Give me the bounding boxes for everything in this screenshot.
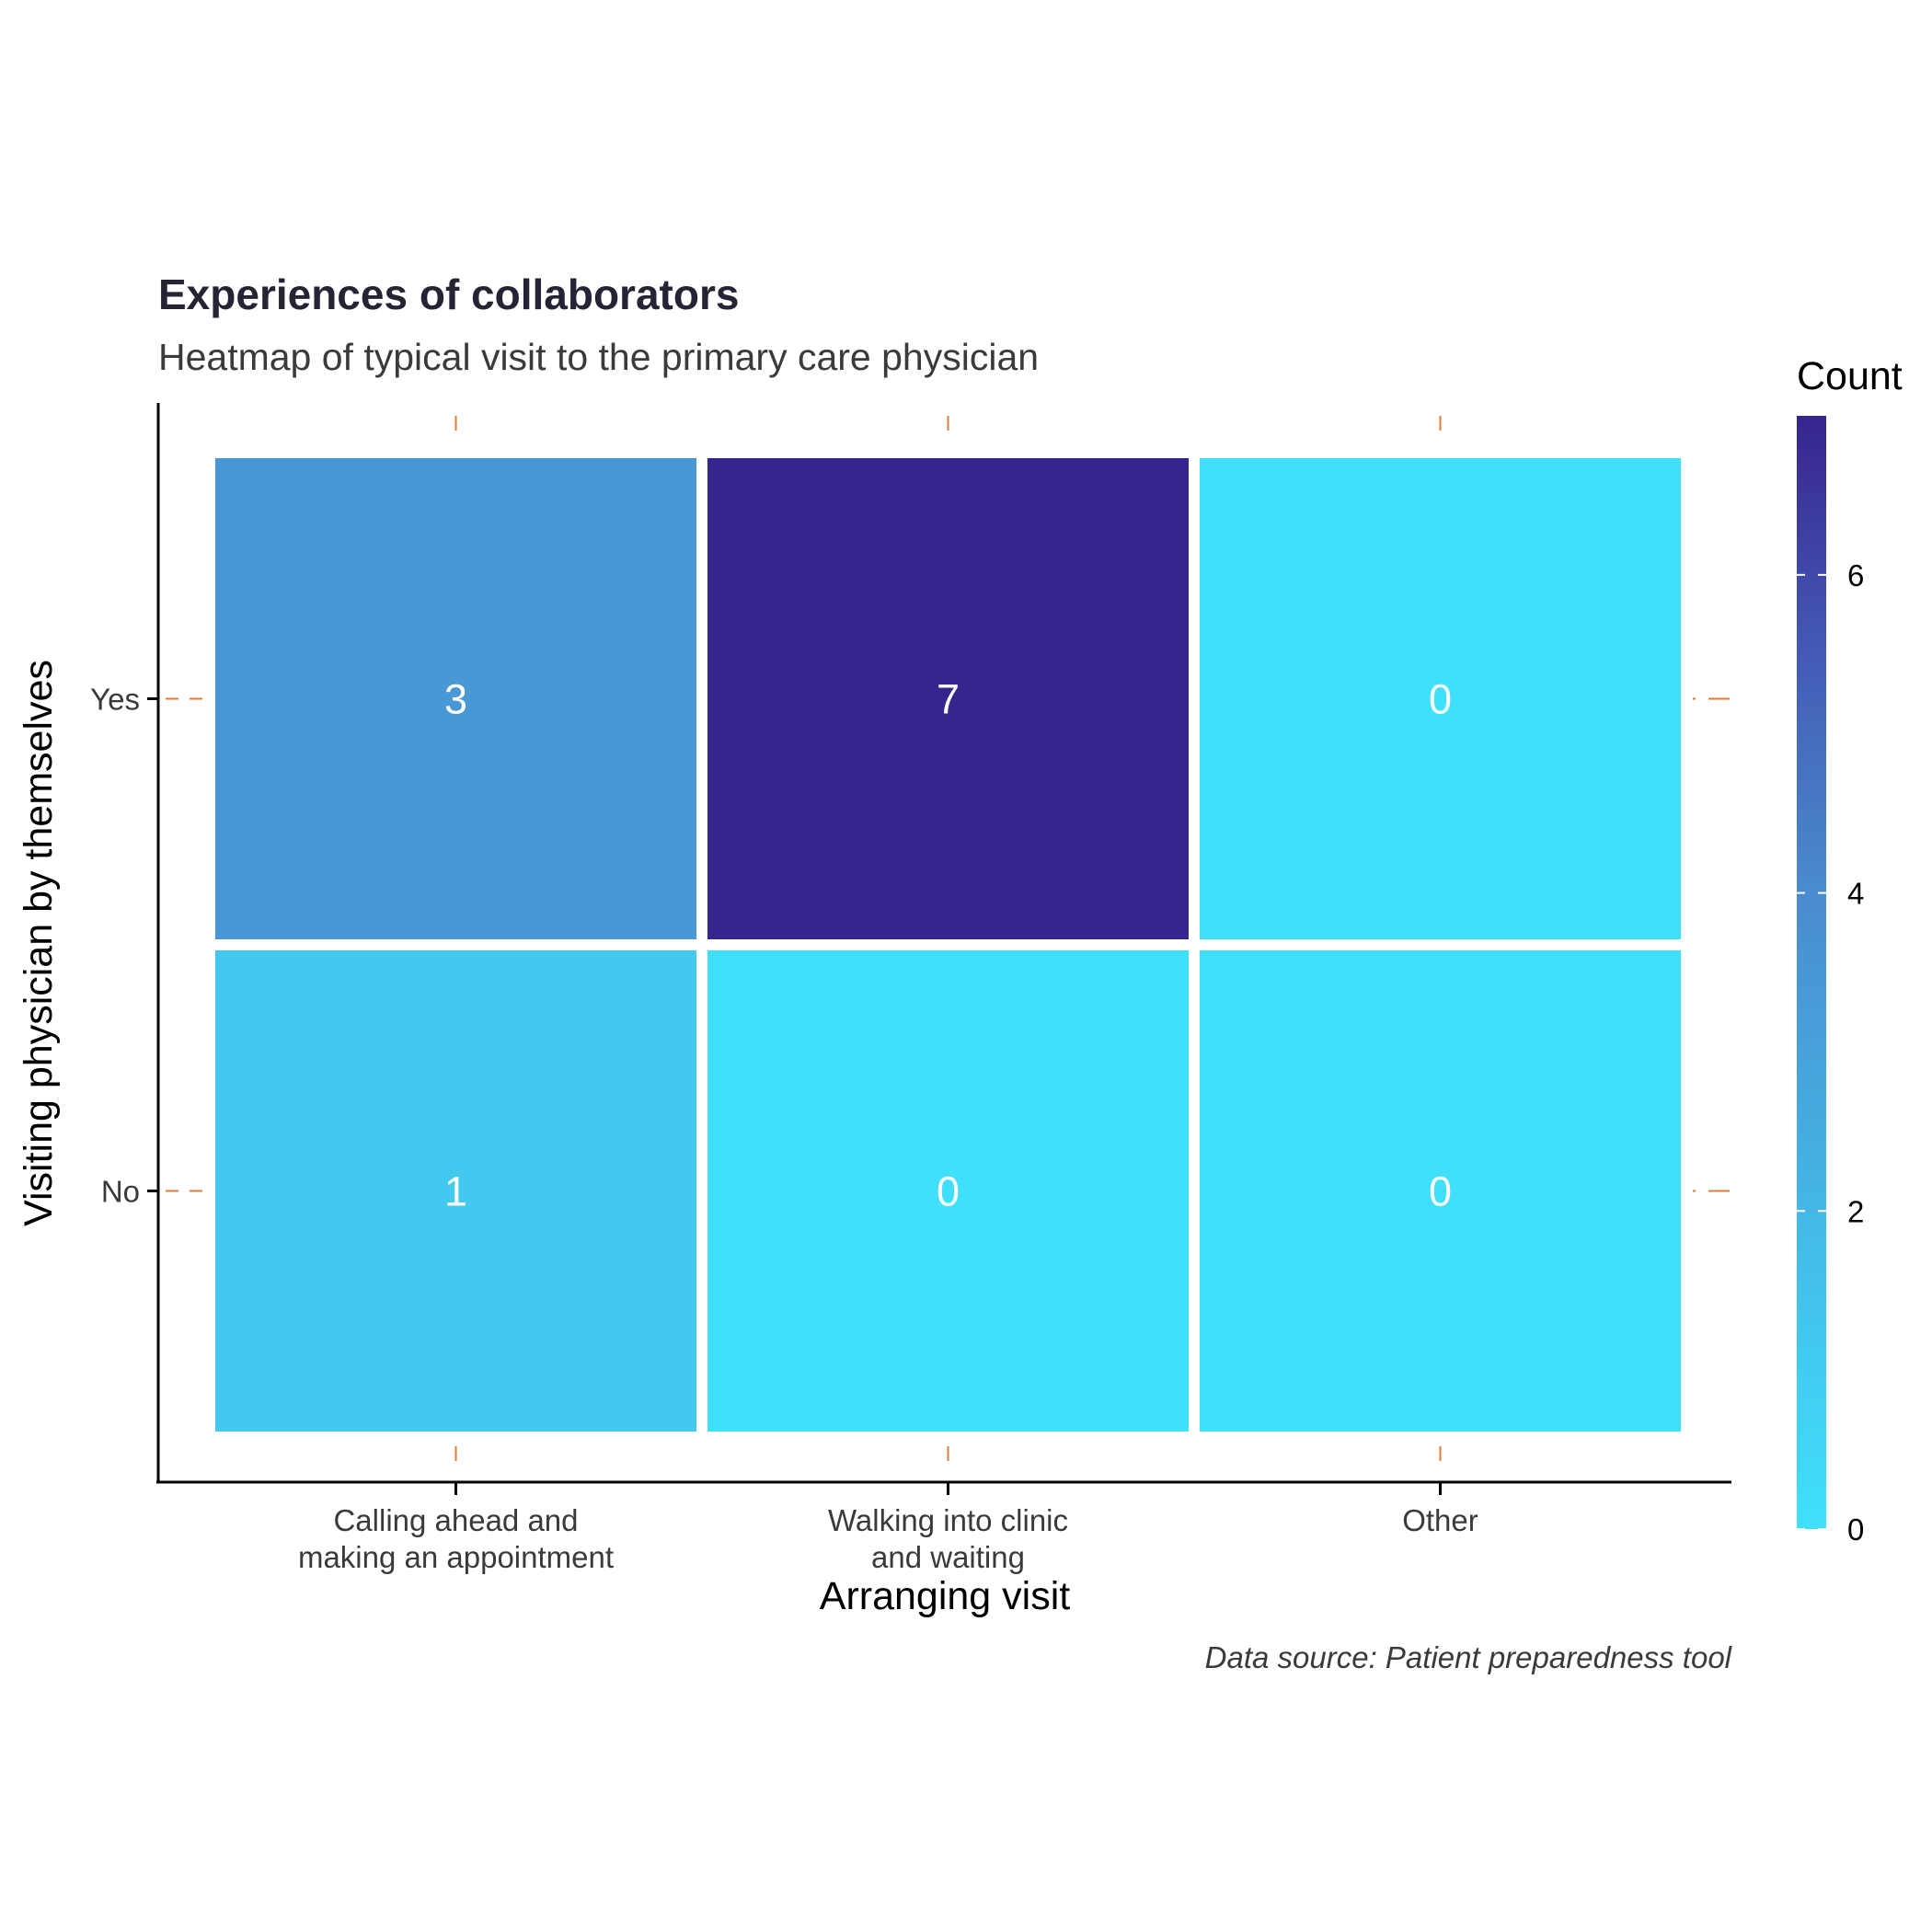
chart-subtitle: Heatmap of typical visit to the primary … <box>158 336 1039 378</box>
x-tick-label: Walking into clinic and waiting <box>828 1503 1068 1574</box>
cell-value-label: 7 <box>937 676 960 723</box>
heatmap-cell <box>1200 458 1681 939</box>
y-tick-label: Yes <box>90 683 140 717</box>
cell-value-label: 0 <box>1429 1168 1452 1215</box>
legend-tick-label: 6 <box>1847 558 1864 592</box>
x-tick-label: Calling ahead and making an appointment <box>298 1503 614 1574</box>
heatmap-cell <box>707 458 1189 939</box>
legend-colorbar <box>1797 416 1826 1529</box>
x-axis-ticks: Calling ahead and making an appointment Wa… <box>298 1482 1478 1574</box>
color-legend: Count 0 2 4 6 <box>1797 354 1903 1547</box>
legend-tick-label: 2 <box>1847 1194 1864 1228</box>
legend-ticks: 0 2 4 6 <box>1797 558 1864 1547</box>
heatmap-cell <box>215 458 696 939</box>
y-tick-label: No <box>101 1175 140 1209</box>
cell-value-label: 0 <box>937 1168 960 1215</box>
chart-caption: Data source: Patient preparedness tool <box>1205 1640 1733 1674</box>
legend-tick-label: 0 <box>1847 1512 1864 1547</box>
chart-title: Experiences of collaborators <box>158 270 739 318</box>
heatmap-cell-labels: 3 7 0 1 0 0 <box>444 676 1452 1215</box>
cell-value-label: 0 <box>1429 676 1452 723</box>
heatmap-cell <box>215 950 696 1432</box>
y-axis-title: Visiting physician by themselves <box>17 660 61 1226</box>
heatmap-cell <box>1200 950 1681 1432</box>
tick-guides <box>166 416 1731 1461</box>
y-axis-ticks: Yes No <box>90 683 158 1209</box>
cell-value-label: 1 <box>444 1168 467 1215</box>
legend-tick-label: 4 <box>1847 877 1864 911</box>
legend-title: Count <box>1797 354 1903 398</box>
x-tick-label: Other <box>1402 1503 1478 1537</box>
x-axis-title: Arranging visit <box>820 1574 1070 1618</box>
heatmap-cell <box>707 950 1189 1432</box>
heatmap-cells <box>215 458 1681 1432</box>
cell-value-label: 3 <box>444 676 467 723</box>
